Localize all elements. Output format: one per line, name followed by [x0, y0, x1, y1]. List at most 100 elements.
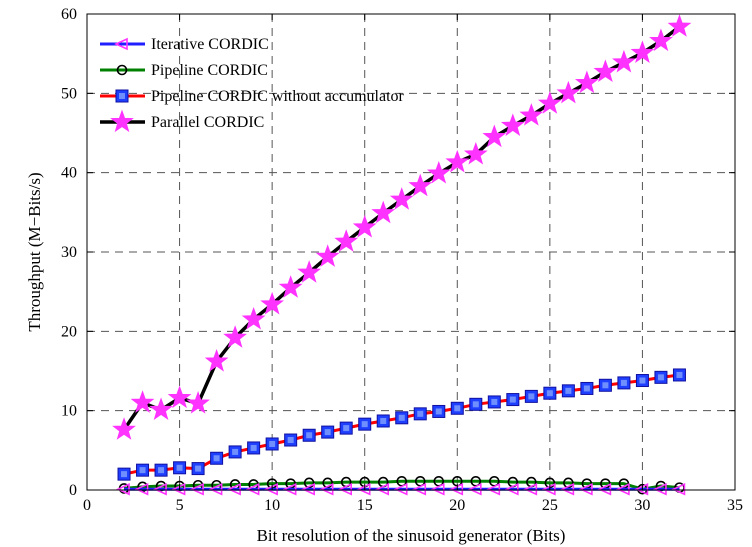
y-tick-label: 50: [61, 85, 77, 102]
x-tick-label: 15: [357, 497, 373, 514]
data-point-pipeline-cordic-without-accumulator: [343, 425, 350, 432]
legend-item-pipeline-cordic: Pipeline CORDIC: [100, 62, 268, 79]
data-point-pipeline-cordic-without-accumulator: [250, 444, 257, 451]
data-point-pipeline-cordic-without-accumulator: [602, 382, 609, 389]
data-point-pipeline-cordic-without-accumulator: [269, 440, 276, 447]
legend-marker-iterative-cordic: [114, 37, 128, 51]
data-point-pipeline-cordic-without-accumulator: [676, 371, 683, 378]
legend-label-iterative-cordic: Iterative CORDIC: [151, 36, 269, 53]
legend-marker-parallel-cordic: [110, 109, 134, 133]
data-point-parallel-cordic: [315, 244, 340, 267]
data-point-iterative-cordic: [615, 482, 630, 496]
data-point-parallel-cordic: [204, 349, 229, 372]
series-line-pipeline-cordic-without-accumulator: [123, 373, 680, 476]
data-point-iterative-cordic: [319, 482, 334, 496]
data-point-pipeline-cordic: [322, 477, 333, 489]
data-point-parallel-cordic: [500, 113, 525, 136]
data-point-parallel-cordic: [112, 417, 136, 440]
data-point-parallel-cordic: [612, 49, 636, 73]
grid-layer: [87, 14, 735, 490]
data-point-parallel-cordic: [649, 28, 673, 52]
data-point-pipeline-cordic-without-accumulator: [528, 393, 535, 400]
data-point-pipeline-cordic-without-accumulator: [176, 464, 183, 471]
data-point-pipeline-cordic-without-accumulator: [639, 377, 646, 384]
data-point-parallel-cordic: [241, 306, 266, 330]
legend: Iterative CORDIC Pipeline CORDIC Pipeline …: [100, 36, 405, 133]
data-point-iterative-cordic: [301, 482, 315, 496]
data-point-parallel-cordic: [186, 391, 210, 414]
data-point-iterative-cordic: [227, 482, 241, 496]
x-tick-label: 5: [176, 497, 184, 514]
x-tick-label: 25: [542, 497, 558, 514]
data-point-parallel-cordic: [149, 397, 173, 420]
data-point-pipeline-cordic-without-accumulator: [509, 396, 516, 403]
data-point-pipeline-cordic-without-accumulator: [158, 467, 165, 474]
data-point-pipeline-cordic-without-accumulator: [620, 379, 627, 386]
data-point-pipeline-cordic-without-accumulator: [583, 385, 590, 392]
data-point-parallel-cordic: [167, 385, 192, 409]
legend-item-pipeline-cordic-without-accumulator: Pipeline CORDIC without accumulator: [100, 88, 405, 105]
tick-layer: 0 5 10 15 20 25 30 35 0 10 20 30 40 50 60: [61, 6, 743, 514]
y-tick-label: 0: [69, 482, 77, 499]
data-point-parallel-cordic: [408, 173, 433, 197]
data-point-iterative-cordic: [393, 482, 408, 496]
y-tick-label: 20: [61, 323, 77, 340]
data-point-pipeline-cordic-without-accumulator: [491, 398, 498, 405]
data-point-pipeline-cordic-without-accumulator: [213, 455, 220, 462]
data-point-pipeline-cordic-without-accumulator: [306, 432, 313, 439]
data-point-parallel-cordic: [297, 260, 322, 283]
data-point-pipeline-cordic-without-accumulator: [361, 421, 368, 428]
data-point-iterative-cordic: [190, 482, 204, 496]
data-point-pipeline-cordic-without-accumulator: [417, 410, 424, 417]
x-tick-label: 30: [634, 497, 650, 514]
data-point-iterative-cordic: [208, 482, 223, 496]
data-point-pipeline-cordic-without-accumulator: [454, 405, 461, 412]
legend-item-parallel-cordic: Parallel CORDIC: [100, 109, 264, 133]
data-point-parallel-cordic: [482, 124, 507, 148]
series-line-pipeline-cordic: [123, 479, 680, 491]
y-tick-label: 60: [61, 6, 77, 23]
data-point-parallel-cordic: [278, 275, 303, 298]
legend-marker-pipeline-cordic-without-accumulator: [119, 93, 125, 99]
data-point-iterative-cordic: [116, 482, 130, 496]
data-point-iterative-cordic: [653, 482, 667, 496]
data-point-pipeline-cordic-without-accumulator: [232, 448, 239, 455]
legend-item-iterative-cordic: Iterative CORDIC: [100, 36, 269, 53]
data-point-pipeline-cordic-without-accumulator: [324, 429, 331, 436]
y-tick-label: 30: [61, 244, 77, 261]
data-point-iterative-cordic: [671, 482, 686, 496]
data-point-parallel-cordic: [667, 14, 692, 37]
data-point-parallel-cordic: [334, 229, 359, 252]
data-point-pipeline-cordic-without-accumulator: [472, 401, 479, 408]
data-point-parallel-cordic: [630, 40, 655, 63]
data-point-iterative-cordic: [282, 482, 297, 496]
legend-marker-pipeline-cordic: [116, 64, 128, 76]
x-axis-label: Bit resolution of the sinusoid generator…: [257, 526, 566, 545]
data-point-iterative-cordic: [412, 482, 427, 496]
y-tick-label: 40: [61, 165, 77, 182]
data-point-parallel-cordic: [389, 187, 414, 210]
data-point-iterative-cordic: [153, 482, 167, 496]
data-point-parallel-cordic: [352, 214, 377, 238]
data-point-pipeline-cordic-without-accumulator: [380, 417, 387, 424]
x-tick-label: 35: [727, 497, 743, 514]
data-point-parallel-cordic: [575, 70, 599, 94]
y-tick-label: 10: [61, 403, 77, 420]
data-point-pipeline-cordic-without-accumulator: [546, 390, 553, 397]
series-parallel-cordic: [112, 14, 692, 440]
data-point-pipeline-cordic-without-accumulator: [287, 437, 294, 444]
data-point-pipeline-cordic-without-accumulator: [139, 467, 146, 474]
data-point-iterative-cordic: [578, 482, 593, 496]
series-pipeline-cordic-without-accumulator: [117, 368, 686, 481]
legend-label-pipeline-cordic: Pipeline CORDIC: [151, 62, 268, 79]
data-point-iterative-cordic: [523, 482, 538, 496]
x-tick-label: 20: [449, 497, 465, 514]
data-point-parallel-cordic: [537, 91, 562, 114]
data-point-iterative-cordic: [338, 482, 353, 496]
x-tick-label: 0: [83, 497, 91, 514]
data-point-iterative-cordic: [430, 482, 445, 496]
data-point-parallel-cordic: [593, 59, 618, 83]
data-point-iterative-cordic: [134, 482, 149, 496]
data-point-parallel-cordic: [223, 325, 247, 348]
